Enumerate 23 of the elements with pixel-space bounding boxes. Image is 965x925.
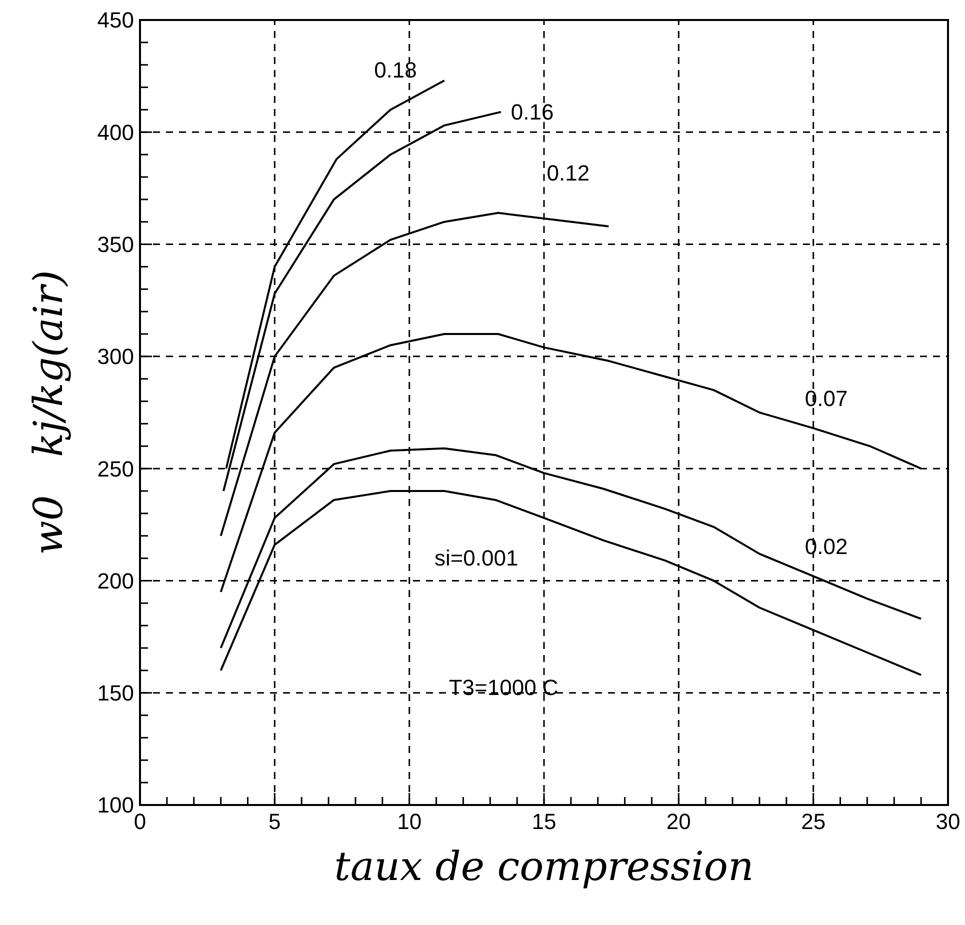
x-tick-label: 5	[268, 809, 281, 834]
series-label: si=0.001	[434, 546, 518, 571]
y-tick-label: 300	[97, 344, 134, 370]
x-tick-label: 15	[532, 809, 556, 834]
series-label: 0.18	[374, 57, 417, 82]
x-tick-label: 30	[936, 809, 960, 834]
series-label: 0.12	[546, 160, 590, 186]
x-tick-label: 25	[801, 809, 826, 834]
y-tick-label: 350	[97, 232, 134, 257]
y-axis-title: w0 kj/kg(air)	[26, 270, 72, 555]
x-axis-title: taux de compression	[334, 844, 754, 890]
series-label: 0.16	[510, 100, 554, 125]
y-tick-label: 200	[97, 568, 134, 594]
series-label: 0.07	[804, 386, 848, 411]
series-label: 0.02	[804, 534, 848, 559]
y-tick-label: 150	[97, 680, 134, 706]
x-tick-label: 20	[666, 809, 691, 834]
y-tick-label: 450	[97, 8, 134, 33]
y-tick-label: 100	[97, 792, 134, 818]
y-tick-label: 250	[97, 456, 134, 482]
x-tick-label: 10	[397, 809, 422, 834]
y-tick-label: 400	[97, 120, 134, 145]
x-tick-label: 0	[134, 809, 146, 834]
